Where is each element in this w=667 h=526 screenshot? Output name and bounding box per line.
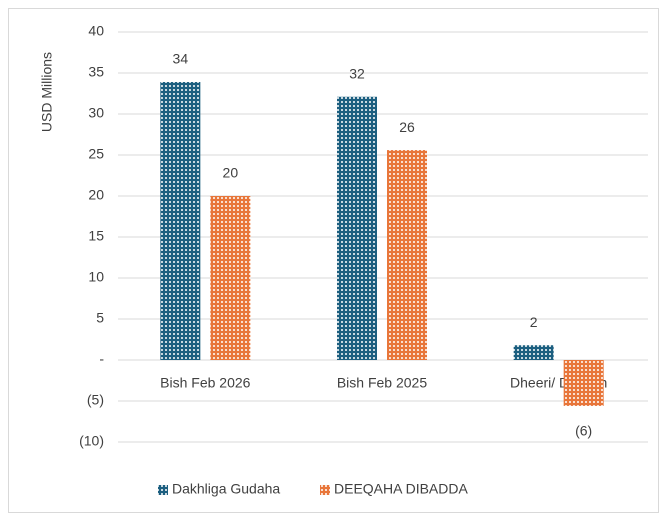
data-label: 32: [349, 65, 365, 81]
data-label: 20: [223, 165, 239, 181]
bar: [513, 345, 554, 360]
data-label: 34: [173, 51, 189, 67]
y-tick-label: 15: [88, 228, 104, 244]
bar: [387, 150, 427, 360]
data-label: 26: [399, 119, 415, 135]
data-label: 2: [530, 314, 538, 330]
y-tick-label: (5): [87, 392, 104, 408]
y-tick-label: (10): [79, 433, 104, 449]
bar: [160, 82, 201, 361]
y-tick-label: 25: [88, 146, 104, 162]
legend-label: DEEQAHA DIBADDA: [334, 481, 468, 497]
y-axis-label: USD Millions: [39, 52, 55, 132]
y-tick-label: 35: [88, 64, 104, 80]
y-tick-label: 40: [88, 23, 104, 39]
x-tick-label: Bish Feb 2026: [160, 375, 250, 391]
y-tick-label: 20: [88, 187, 104, 203]
y-tick-label: -: [99, 351, 104, 367]
bar: [337, 96, 377, 360]
data-label: (6): [575, 423, 592, 439]
y-tick-label: 5: [96, 310, 104, 326]
y-tick-label: 10: [88, 269, 104, 285]
bar: [210, 196, 251, 360]
legend-label: Dakhliga Gudaha: [172, 481, 280, 497]
x-tick-label: Bish Feb 2025: [337, 375, 427, 391]
bar: [563, 360, 604, 406]
y-tick-label: 30: [88, 105, 104, 121]
chart-border: [8, 8, 659, 513]
legend-swatch: [158, 485, 168, 495]
legend-swatch: [320, 485, 330, 495]
